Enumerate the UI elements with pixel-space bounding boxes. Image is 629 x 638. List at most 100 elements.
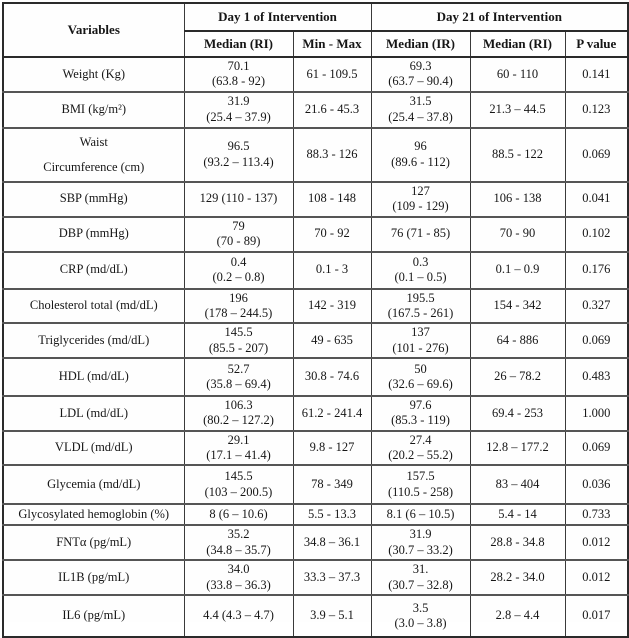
p-value-cell: 0.041 <box>564 180 629 217</box>
d21-median-cell: 76 (71 - 85) <box>370 215 471 252</box>
table-row-crp: CRP (md/dL) 0.4 (0.2 – 0.8) 0.1 - 3 0.3 (0… <box>2 250 629 289</box>
p-value-cell: 0.733 <box>564 503 629 526</box>
table-body: Weight (Kg) 70.1 (63.8 - 92) 61 - 109.5 6… <box>2 56 629 638</box>
day1-min-max-header: Min - Max <box>292 30 372 58</box>
p-value-cell: 0.036 <box>564 464 629 505</box>
d21-median-cell: 27.4 (20.2 – 55.2) <box>370 429 471 466</box>
d1-median-cell: 52.7 (35.8 – 69.4) <box>183 357 294 397</box>
d21-range-cell: 0.1 – 0.9 <box>469 250 566 289</box>
p-value-cell: 0.123 <box>564 90 629 128</box>
p-value-cell: 0.483 <box>564 357 629 397</box>
d21-range-cell: 106 - 138 <box>469 180 566 217</box>
d1-median-cell: 35.2 (34.8 – 35.7) <box>183 524 294 561</box>
d1-median-cell: 145.5 (103 – 200.5) <box>183 464 294 505</box>
d21-range-cell: 12.8 – 177.2 <box>469 429 566 466</box>
table-row-bmi: BMI (kg/m²) 31.9 (25.4 – 37.9) 21.6 - 45.… <box>2 90 629 128</box>
variable-label: HDL (md/dL) <box>2 357 185 397</box>
d1-median-cell: 8 (6 – 10.6) <box>183 503 294 526</box>
variable-label: FNTα (pg/mL) <box>2 524 185 561</box>
d21-median-cell: 3.5 (3.0 – 3.8) <box>370 594 471 638</box>
d1-minmax-cell: 5.5 - 13.3 <box>292 503 372 526</box>
table-header: Variables Day 1 of Intervention Day 21 o… <box>2 2 629 58</box>
p-value-cell: 0.327 <box>564 287 629 324</box>
variable-label: LDL (md/dL) <box>2 395 185 431</box>
d21-median-cell: 127 (109 - 129) <box>370 180 471 217</box>
d21-median-cell: 69.3 (63.7 – 90.4) <box>370 56 471 92</box>
p-value-header: P value <box>564 30 629 58</box>
d1-median-cell: 145.5 (85.5 - 207) <box>183 322 294 359</box>
d1-minmax-cell: 78 - 349 <box>292 464 372 505</box>
d1-minmax-cell: 70 - 92 <box>292 215 372 252</box>
d1-median-cell: 79 (70 - 89) <box>183 215 294 252</box>
variable-label: Glycosylated hemoglobin (%) <box>2 503 185 526</box>
table-row-cholesterol: Cholesterol total (md/dL) 196 (178 – 244.… <box>2 287 629 324</box>
d21-range-cell: 83 – 404 <box>469 464 566 505</box>
d21-median-cell: 31.9 (30.7 – 33.2) <box>370 524 471 561</box>
p-value-cell: 1.000 <box>564 395 629 431</box>
d21-range-cell: 28.2 - 34.0 <box>469 559 566 596</box>
p-value-cell: 0.176 <box>564 250 629 289</box>
p-value-cell: 0.069 <box>564 429 629 466</box>
day21-median-ir-header: Median (IR) <box>370 30 471 58</box>
day1-group-header: Day 1 of Intervention <box>183 2 372 32</box>
p-value-cell: 0.102 <box>564 215 629 252</box>
d21-range-cell: 70 - 90 <box>469 215 566 252</box>
table-row-fnt-alpha: FNTα (pg/mL) 35.2 (34.8 – 35.7) 34.8 – 36… <box>2 524 629 561</box>
d1-minmax-cell: 21.6 - 45.3 <box>292 90 372 128</box>
d1-minmax-cell: 3.9 – 5.1 <box>292 594 372 638</box>
variable-label: IL6 (pg/mL) <box>2 594 185 638</box>
variable-label: CRP (md/dL) <box>2 250 185 289</box>
p-value-cell: 0.012 <box>564 524 629 561</box>
d1-median-cell: 196 (178 – 244.5) <box>183 287 294 324</box>
d21-median-cell: 31. (30.7 – 32.8) <box>370 559 471 596</box>
p-value-cell: 0.141 <box>564 56 629 92</box>
d1-median-cell: 96.5 (93.2 – 113.4) <box>183 126 294 182</box>
table-row-weight: Weight (Kg) 70.1 (63.8 - 92) 61 - 109.5 6… <box>2 56 629 92</box>
table-row-triglycerides: Triglycerides (md/dL) 145.5 (85.5 - 207) … <box>2 322 629 359</box>
d1-minmax-cell: 34.8 – 36.1 <box>292 524 372 561</box>
d21-range-cell: 154 - 342 <box>469 287 566 324</box>
p-value-cell: 0.017 <box>564 594 629 638</box>
d1-minmax-cell: 30.8 - 74.6 <box>292 357 372 397</box>
d1-minmax-cell: 61 - 109.5 <box>292 56 372 92</box>
d1-minmax-cell: 142 - 319 <box>292 287 372 324</box>
d21-median-cell: 0.3 (0.1 – 0.5) <box>370 250 471 289</box>
table-row-dbp: DBP (mmHg) 79 (70 - 89) 70 - 92 76 (71 - … <box>2 215 629 252</box>
variable-label: Triglycerides (md/dL) <box>2 322 185 359</box>
variable-label: VLDL (md/dL) <box>2 429 185 466</box>
d1-median-cell: 4.4 (4.3 – 4.7) <box>183 594 294 638</box>
variable-label: Waist Circumference (cm) <box>2 126 185 182</box>
d21-range-cell: 26 – 78.2 <box>469 357 566 397</box>
d1-median-cell: 0.4 (0.2 – 0.8) <box>183 250 294 289</box>
d1-median-cell: 31.9 (25.4 – 37.9) <box>183 90 294 128</box>
header-row-groups: Variables Day 1 of Intervention Day 21 o… <box>2 2 629 58</box>
table-row-waist: Waist Circumference (cm) 96.5 (93.2 – 113… <box>2 126 629 182</box>
d21-range-cell: 21.3 – 44.5 <box>469 90 566 128</box>
variable-label: Weight (Kg) <box>2 56 185 92</box>
d1-median-cell: 70.1 (63.8 - 92) <box>183 56 294 92</box>
variables-header: Variables <box>2 2 185 58</box>
d21-range-cell: 64 - 886 <box>469 322 566 359</box>
d1-minmax-cell: 9.8 - 127 <box>292 429 372 466</box>
d21-median-cell: 8.1 (6 – 10.5) <box>370 503 471 526</box>
p-value-cell: 0.069 <box>564 126 629 182</box>
d1-minmax-cell: 88.3 - 126 <box>292 126 372 182</box>
d21-median-cell: 157.5 (110.5 - 258) <box>370 464 471 505</box>
header-row-subcolumns: Median (RI) Min - Max Median (IR) Median… <box>3 30 629 58</box>
d21-median-cell: 96 (89.6 - 112) <box>370 126 471 182</box>
d21-range-cell: 2.8 – 4.4 <box>469 594 566 638</box>
table-row-glycosylated-hemoglobin: Glycosylated hemoglobin (%) 8 (6 – 10.6)… <box>2 503 629 526</box>
d21-median-cell: 97.6 (85.3 - 119) <box>370 395 471 431</box>
d21-range-cell: 60 - 110 <box>469 56 566 92</box>
d1-minmax-cell: 0.1 - 3 <box>292 250 372 289</box>
variable-label: DBP (mmHg) <box>2 215 185 252</box>
day21-median-ri-header: Median (RI) <box>469 30 566 58</box>
d1-minmax-cell: 33.3 – 37.3 <box>292 559 372 596</box>
table-row-ldl: LDL (md/dL) 106.3 (80.2 – 127.2) 61.2 - 2… <box>2 395 629 431</box>
d21-range-cell: 88.5 - 122 <box>469 126 566 182</box>
day1-median-ri-header: Median (RI) <box>183 30 294 58</box>
d21-median-cell: 195.5 (167.5 - 261) <box>370 287 471 324</box>
d21-median-cell: 50 (32.6 – 69.6) <box>370 357 471 397</box>
